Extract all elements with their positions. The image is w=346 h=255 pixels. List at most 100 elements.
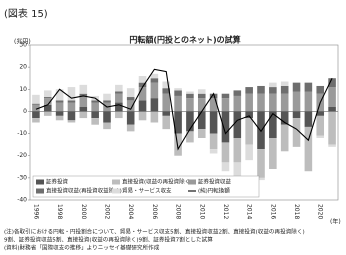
bar-segment: [186, 98, 194, 112]
bar-segment: [150, 82, 159, 99]
bar-segment: [126, 88, 135, 98]
bar-segment: [67, 102, 76, 112]
bar-segment: [67, 120, 76, 123]
y-tick-label: -20: [17, 152, 27, 159]
y-tick-label: -40: [17, 197, 27, 204]
bar-segment: [55, 115, 64, 121]
bar-segment: [162, 115, 171, 130]
bar-segment: [304, 91, 313, 112]
bar-segment: [103, 122, 111, 130]
bar-segment: [245, 118, 253, 145]
bar-segment: [186, 131, 194, 143]
bar-segment: [280, 124, 289, 152]
bar-segment: [162, 88, 171, 94]
bar-segment: [91, 102, 99, 112]
bar-segment: [269, 82, 277, 88]
bar-segment: [328, 78, 336, 88]
bar-segment: [126, 124, 135, 132]
bar-segment: [292, 118, 301, 147]
bar-segment: [32, 111, 40, 119]
bar-segment: [43, 90, 52, 98]
y-tick-label: 0: [23, 108, 27, 115]
bar-segment: [32, 104, 40, 112]
y-tick-label: 10: [19, 86, 27, 93]
bar-segment: [67, 100, 76, 103]
legend-label: 証券投資: [46, 178, 69, 186]
bar-segment: [115, 102, 123, 112]
note: 9割、証券投資収益5割、直接投資(収益の再投資除く)9割、証券投資7割とした試算: [4, 236, 213, 244]
y-tick-label: 30: [19, 42, 27, 49]
bar-segment: [233, 111, 242, 138]
bar-segment: [186, 91, 194, 94]
bar-segment: [138, 76, 147, 83]
bar-segment: [150, 111, 159, 123]
bar-segment: [138, 111, 147, 121]
bar-segment: [209, 93, 218, 99]
legend-swatch: [36, 188, 44, 194]
y-axis-label: (兆円): [14, 38, 31, 46]
bar-segment: [103, 100, 111, 103]
legend-box: [32, 175, 260, 198]
bar-segment: [257, 93, 265, 112]
x-tick-label: 2002: [104, 204, 111, 219]
bar-segment: [257, 149, 265, 178]
x-tick-label: 2004: [127, 204, 134, 219]
note: (資料)財務省「国際収支の推移」よりニッセイ基礎研究所作成: [4, 244, 160, 252]
bar-segment: [304, 111, 313, 127]
x-tick-label: 2008: [175, 204, 182, 219]
bar-segment: [269, 138, 277, 169]
bar-segment: [174, 111, 182, 134]
bar-segment: [197, 89, 206, 94]
legend-label: 証券投資収益: [198, 178, 232, 186]
bar-segment: [233, 90, 242, 96]
chart-title: 円転額(円投とのネット)の試算: [129, 35, 240, 45]
bar-segment: [233, 95, 242, 112]
bar-segment: [138, 100, 147, 112]
bar-segment: [174, 133, 182, 156]
bar-segment: [79, 84, 88, 94]
legend-label: (純)円転換額: [198, 187, 230, 195]
y-tick-label: -30: [17, 174, 27, 181]
bar-segment: [257, 177, 265, 181]
bar-segment: [115, 84, 123, 92]
bar-segment: [126, 111, 135, 125]
bar-segment: [269, 111, 277, 138]
bar-segment: [280, 81, 289, 86]
plot-area: [29, 44, 339, 201]
bar-segment: [55, 111, 64, 116]
x-tick-label: 2016: [269, 204, 276, 219]
x-tick-label: 2012: [222, 204, 229, 219]
x-tick-label: 2010: [198, 204, 205, 219]
bar-segment: [257, 85, 265, 94]
bar-segment: [126, 100, 135, 112]
bar-segment: [316, 115, 325, 136]
x-tick-label: 2018: [293, 204, 300, 219]
bar-segment: [186, 93, 194, 99]
legend-label: 貿易・サービス収支: [122, 187, 172, 195]
bar-segment: [280, 111, 289, 125]
bar-segment: [304, 126, 313, 172]
bar-segment: [91, 111, 99, 119]
bar-segment: [269, 87, 277, 94]
bar-segment: [221, 162, 230, 172]
bar-segment: [32, 94, 40, 104]
legend-swatch: [112, 179, 120, 185]
bar-segment: [304, 82, 313, 92]
bar-segment: [245, 93, 253, 112]
bar-segment: [32, 118, 40, 123]
bar-segment: [280, 93, 289, 112]
x-tick-label: 2020: [317, 204, 324, 219]
bar-segment: [209, 149, 218, 154]
bar-segment: [292, 91, 301, 112]
bar-segment: [138, 87, 147, 101]
bar-segment: [328, 144, 336, 147]
bar-segment: [103, 93, 111, 101]
y-tick-label: -10: [17, 130, 27, 137]
bar-segment: [233, 138, 242, 163]
bar-segment: [197, 93, 206, 99]
bar-segment: [79, 111, 88, 119]
y-tick-label: 20: [19, 64, 27, 71]
figure-label: (図表 15): [4, 7, 48, 20]
bar-segment: [316, 135, 325, 138]
